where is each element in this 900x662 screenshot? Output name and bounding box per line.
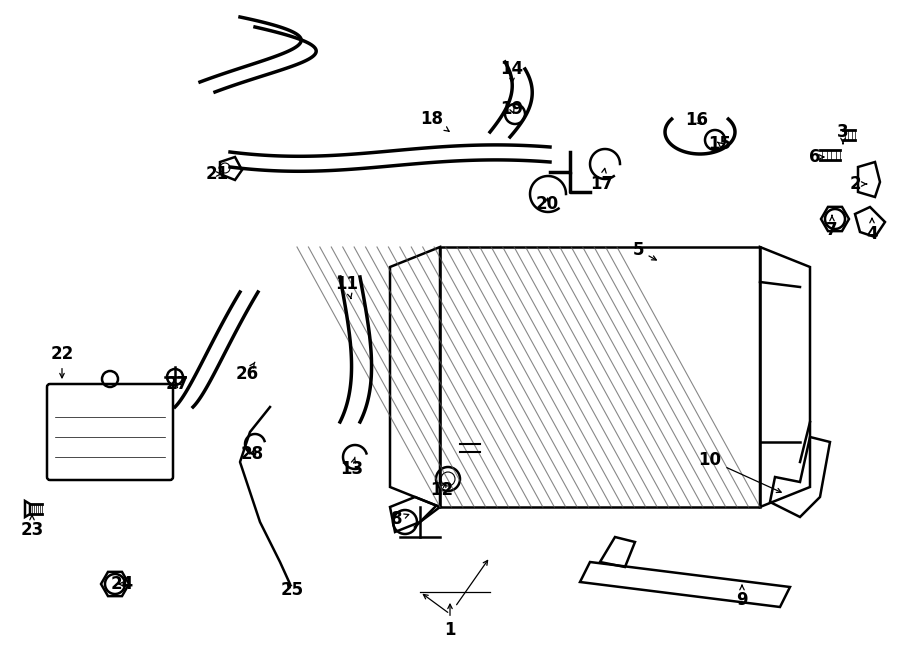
Text: 15: 15: [708, 135, 732, 153]
Text: 27: 27: [166, 375, 189, 393]
Text: 14: 14: [500, 60, 524, 83]
Text: 17: 17: [590, 168, 614, 193]
Text: 18: 18: [420, 110, 449, 131]
Text: 13: 13: [340, 457, 364, 478]
Text: 11: 11: [336, 275, 358, 299]
Text: 7: 7: [826, 215, 838, 239]
Text: 26: 26: [236, 362, 258, 383]
Text: 28: 28: [240, 445, 264, 463]
Text: 24: 24: [111, 575, 133, 593]
Text: 20: 20: [536, 195, 559, 213]
Text: 1: 1: [445, 604, 455, 639]
Text: 19: 19: [500, 100, 524, 118]
Text: 22: 22: [50, 345, 74, 378]
Text: 23: 23: [21, 515, 43, 539]
Text: 3: 3: [837, 123, 849, 144]
Text: 16: 16: [686, 111, 708, 129]
Text: 4: 4: [866, 218, 878, 243]
Text: 8: 8: [392, 510, 409, 528]
Text: 6: 6: [809, 148, 824, 166]
Text: 21: 21: [205, 165, 229, 183]
Text: 2: 2: [850, 175, 867, 193]
Text: 25: 25: [281, 581, 303, 599]
Text: 5: 5: [632, 241, 656, 260]
Text: 12: 12: [430, 481, 454, 499]
Text: 9: 9: [736, 585, 748, 609]
Text: 10: 10: [698, 451, 781, 493]
